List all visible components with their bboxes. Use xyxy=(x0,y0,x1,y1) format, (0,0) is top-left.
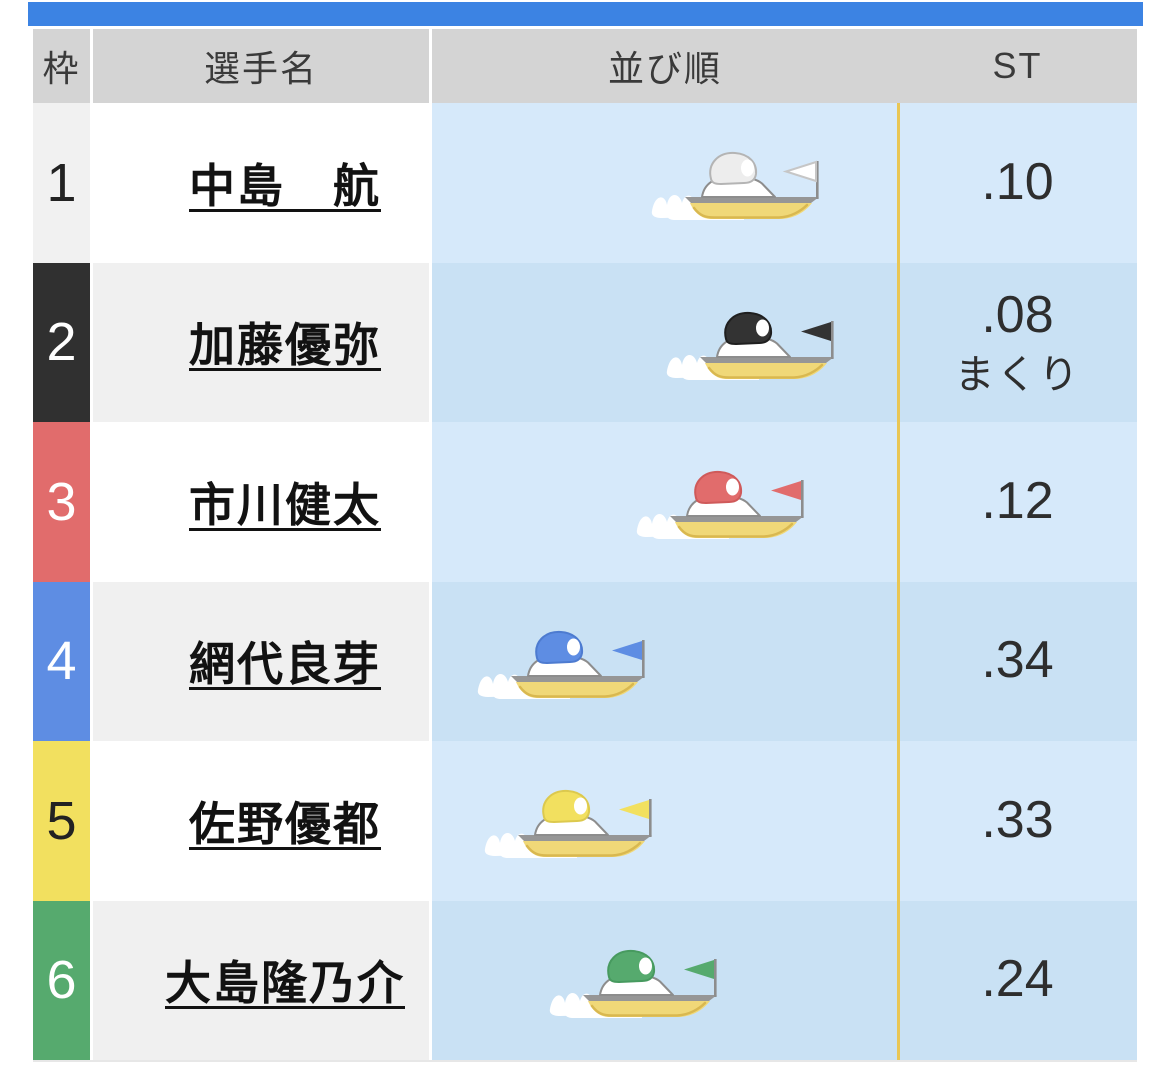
boat-icon xyxy=(549,949,717,1018)
frame-number: 5 xyxy=(33,741,90,901)
racer-row: 3 市川健太 .12 xyxy=(33,422,1137,582)
lineup-order-cell xyxy=(432,741,898,901)
start-line xyxy=(897,103,900,1060)
start-formation-table: 枠 選手名 並び順 ST 1 中島 航 .10 2 加藤優弥 xyxy=(33,29,1137,1062)
player-name-link[interactable]: 佐野優都 xyxy=(189,797,381,850)
player-name-link[interactable]: 中島 航 xyxy=(189,159,381,212)
lineup-order-cell xyxy=(432,900,898,1060)
lineup-order-cell xyxy=(432,262,898,422)
boat-icon xyxy=(477,630,645,699)
frame-number: 3 xyxy=(33,422,90,582)
st-value: .33 xyxy=(981,790,1054,849)
player-name-link[interactable]: 網代良芽 xyxy=(189,638,381,691)
st-value: .08 xyxy=(981,286,1054,345)
player-name-link[interactable]: 市川健太 xyxy=(189,478,381,531)
st-cell: .08 まくり xyxy=(898,262,1137,422)
lineup-order-cell xyxy=(432,103,898,263)
frame-number: 2 xyxy=(33,262,90,422)
header-lineup-order: 並び順 xyxy=(432,29,898,103)
header-player-name: 選手名 xyxy=(93,29,429,103)
player-name-link[interactable]: 加藤優弥 xyxy=(189,319,381,372)
player-name-cell: 中島 航 xyxy=(93,103,429,263)
player-name-cell: 大島隆乃介 xyxy=(93,900,429,1060)
st-cell: .34 xyxy=(898,581,1137,741)
player-name-link[interactable]: 大島隆乃介 xyxy=(165,957,405,1010)
player-name-cell: 網代良芽 xyxy=(93,581,429,741)
top-accent-bar xyxy=(28,2,1143,26)
st-value: .34 xyxy=(981,631,1054,690)
st-cell: .33 xyxy=(898,741,1137,901)
st-cell: .12 xyxy=(898,422,1137,582)
header-st: ST xyxy=(898,29,1137,103)
st-value: .24 xyxy=(981,950,1054,1009)
boat-icon xyxy=(636,470,804,539)
racer-row: 4 網代良芽 .34 xyxy=(33,581,1137,741)
lineup-order-cell xyxy=(432,422,898,582)
st-cell: .10 xyxy=(898,103,1137,263)
st-value: .10 xyxy=(981,152,1054,211)
racer-row: 5 佐野優都 .33 xyxy=(33,741,1137,901)
frame-number: 4 xyxy=(33,581,90,741)
boat-icon xyxy=(666,311,834,380)
lineup-order-cell xyxy=(432,581,898,741)
table-body: 1 中島 航 .10 2 加藤優弥 xyxy=(33,103,1137,1062)
racer-row: 1 中島 航 .10 xyxy=(33,103,1137,263)
st-cell: .24 xyxy=(898,900,1137,1060)
frame-number: 1 xyxy=(33,103,90,263)
header-frame: 枠 xyxy=(33,29,90,103)
st-note: まくり xyxy=(954,353,1081,398)
racer-row: 6 大島隆乃介 .24 xyxy=(33,900,1137,1060)
boat-icon xyxy=(651,151,819,220)
racer-row: 2 加藤優弥 .08 まくり xyxy=(33,262,1137,422)
frame-number: 6 xyxy=(33,900,90,1060)
player-name-cell: 加藤優弥 xyxy=(93,262,429,422)
player-name-cell: 市川健太 xyxy=(93,422,429,582)
boat-icon xyxy=(484,789,652,858)
player-name-cell: 佐野優都 xyxy=(93,741,429,901)
table-header: 枠 選手名 並び順 ST xyxy=(33,29,1137,103)
st-value: .12 xyxy=(981,471,1054,530)
